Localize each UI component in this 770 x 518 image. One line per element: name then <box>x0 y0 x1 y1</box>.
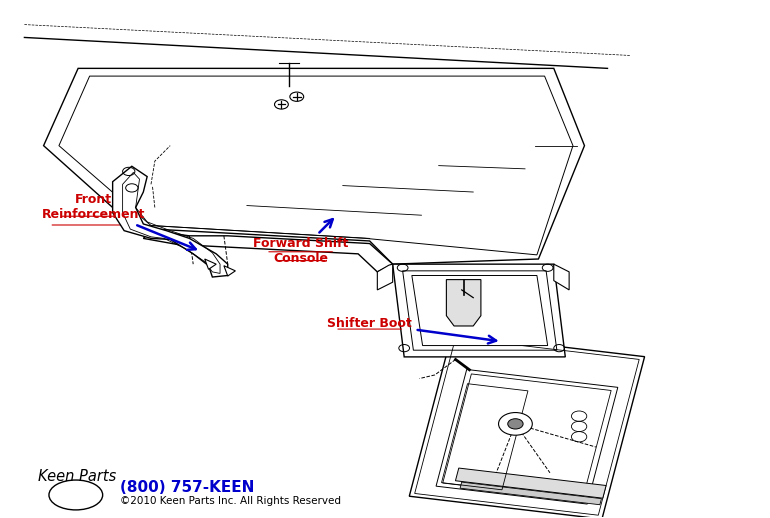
Text: Keen Parts: Keen Parts <box>38 469 116 484</box>
Polygon shape <box>447 280 481 326</box>
Text: ©2010 Keen Parts Inc. All Rights Reserved: ©2010 Keen Parts Inc. All Rights Reserve… <box>120 496 341 506</box>
Text: Forward Shift
Console: Forward Shift Console <box>253 219 348 265</box>
Polygon shape <box>460 482 601 505</box>
Text: (800) 757-KEEN: (800) 757-KEEN <box>120 480 255 495</box>
Text: Shifter Boot: Shifter Boot <box>327 317 496 343</box>
Polygon shape <box>224 266 236 276</box>
Polygon shape <box>205 259 216 269</box>
Polygon shape <box>112 166 228 277</box>
Circle shape <box>498 412 532 435</box>
Polygon shape <box>44 68 584 264</box>
Polygon shape <box>393 264 565 357</box>
Circle shape <box>507 419 523 429</box>
Polygon shape <box>377 264 393 290</box>
Polygon shape <box>554 264 569 290</box>
Polygon shape <box>410 334 644 518</box>
Polygon shape <box>455 468 606 498</box>
Polygon shape <box>143 231 393 272</box>
Text: Front
Reinforcement: Front Reinforcement <box>42 194 196 250</box>
Polygon shape <box>412 276 547 346</box>
